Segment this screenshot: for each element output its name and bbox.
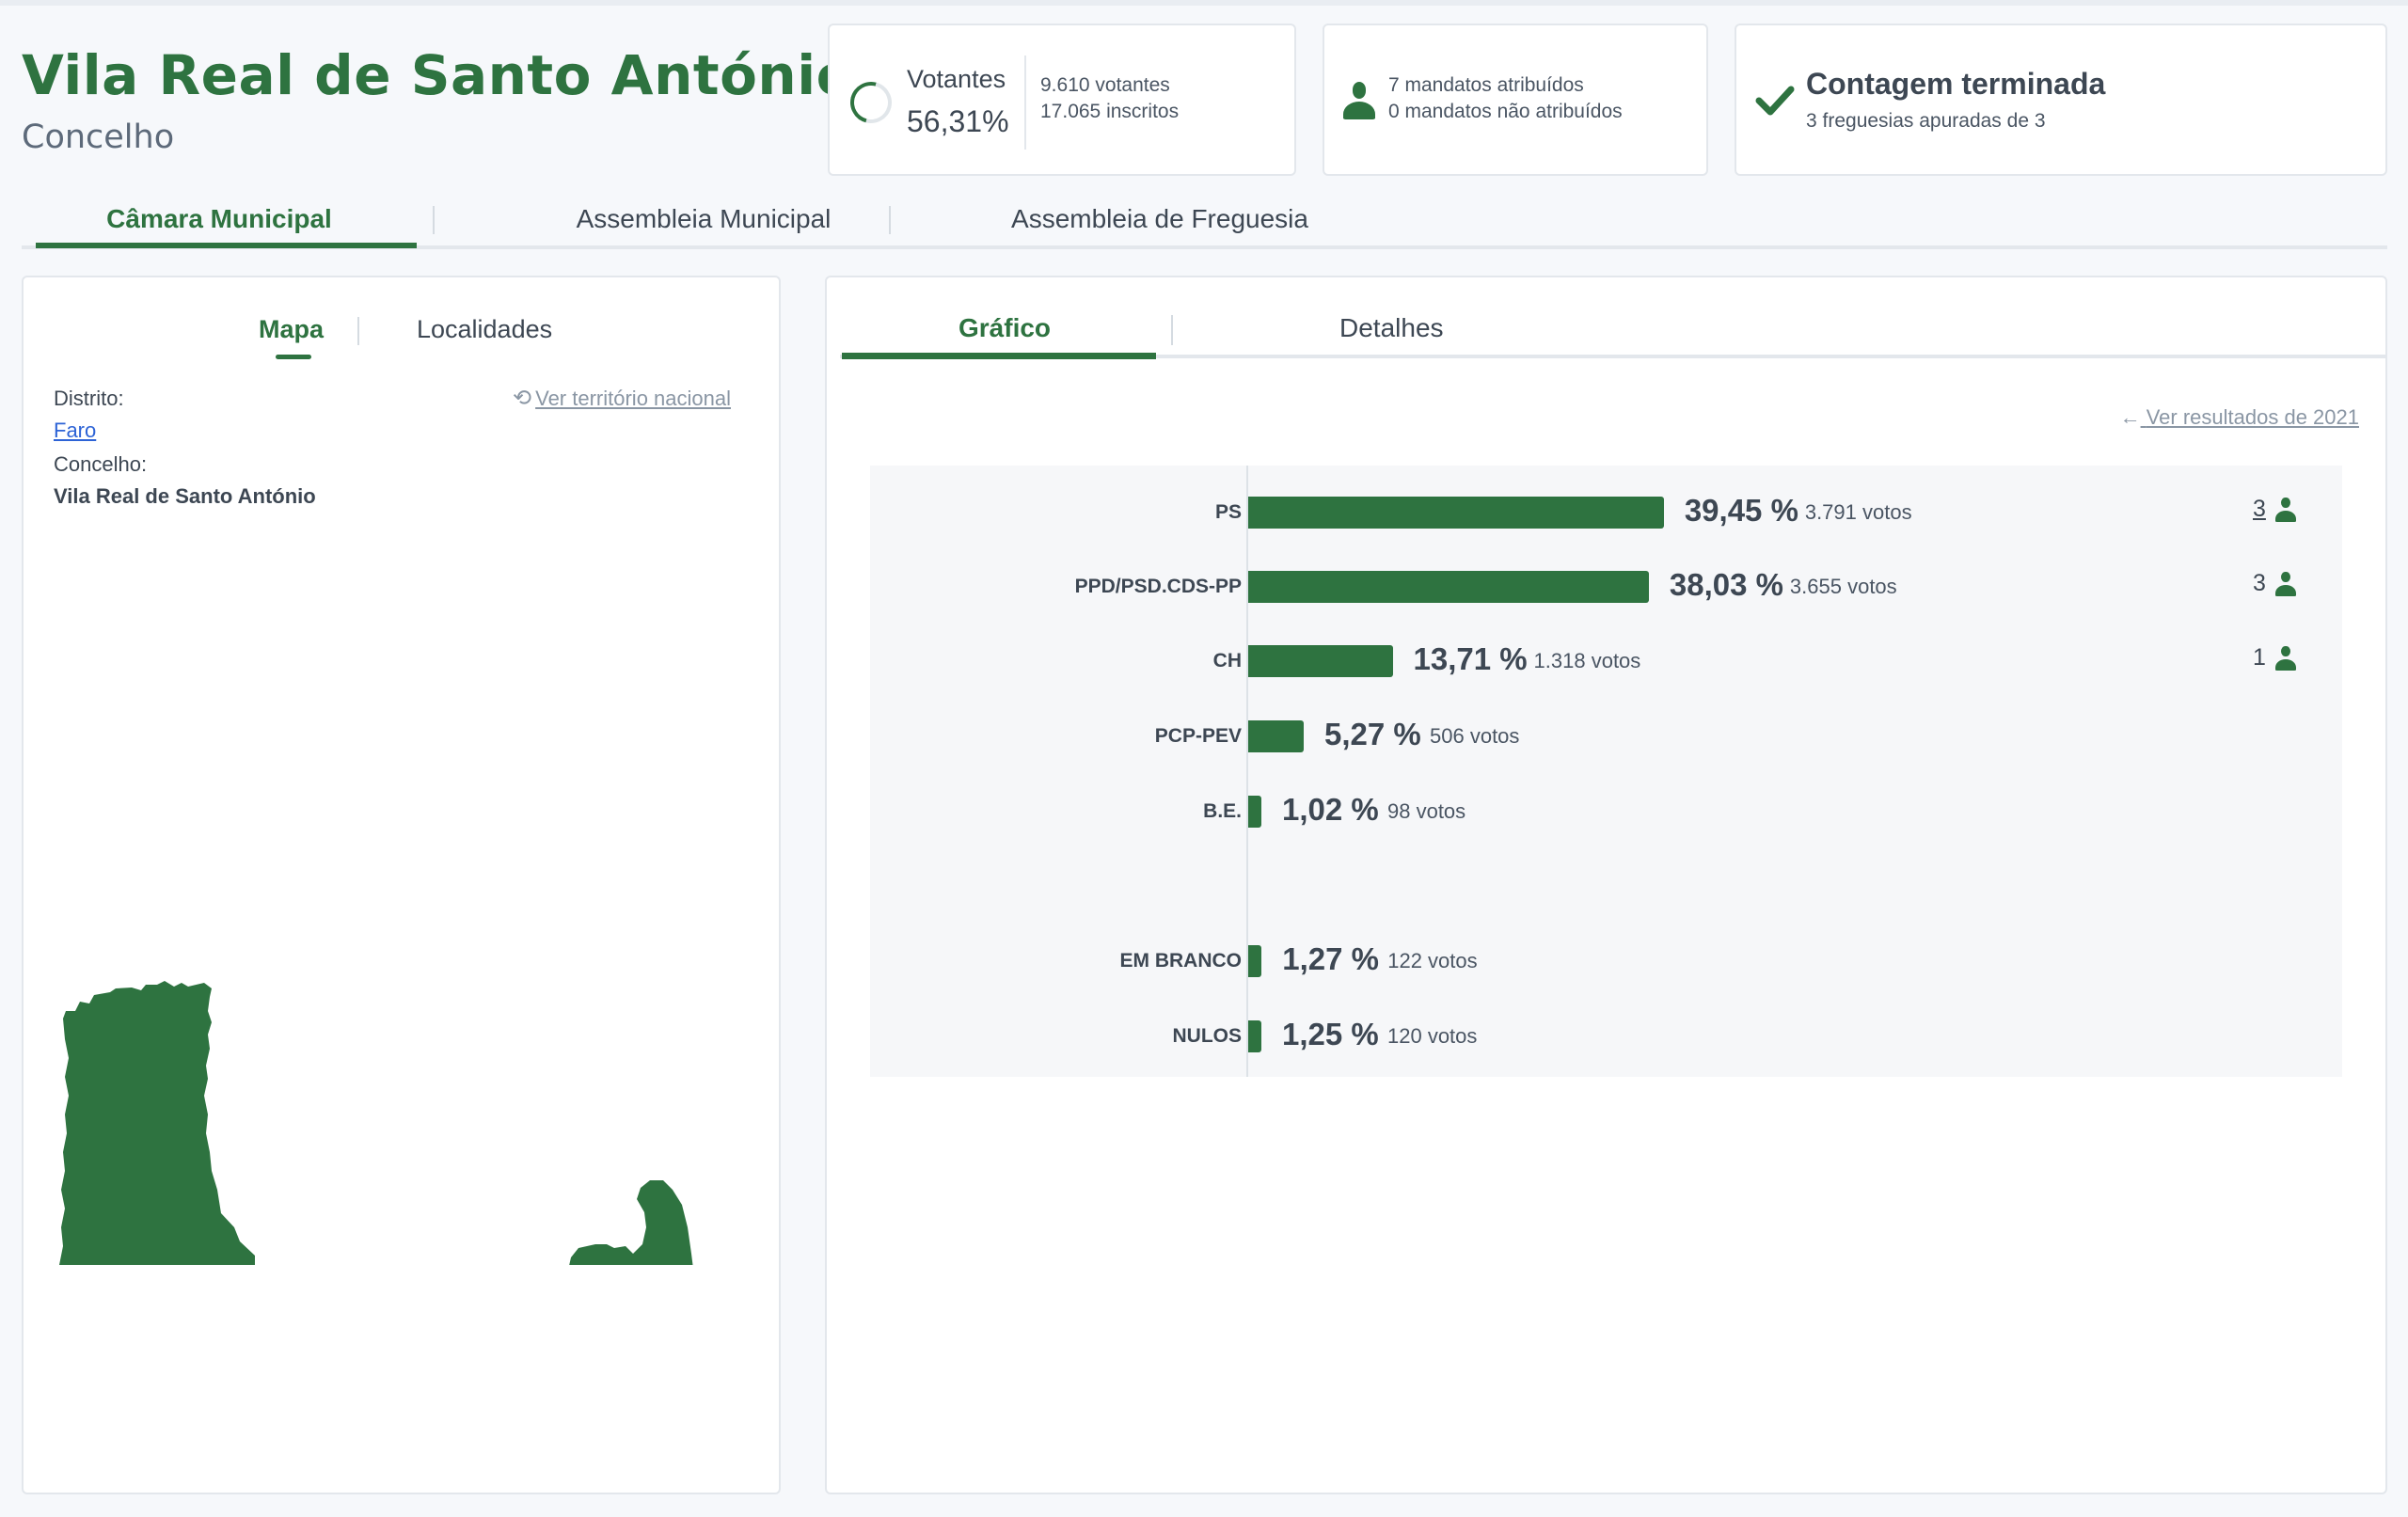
tab-grafico[interactable]: Gráfico [958, 313, 1052, 342]
bar[interactable] [1248, 497, 1664, 529]
bar[interactable] [1248, 796, 1261, 828]
tab-camara-municipal[interactable]: Câmara Municipal [106, 204, 332, 233]
bar-percent-label: 1,02 % [1282, 792, 1379, 827]
bar-percent-label: 1,25 % [1282, 1017, 1379, 1051]
concelho-label: Concelho: [54, 452, 148, 476]
person-icon [2275, 498, 2296, 522]
distrito-label: Distrito: [54, 387, 124, 410]
bar-votes-label: 122 votos [1387, 949, 1478, 972]
card-divider [1024, 55, 1026, 150]
mandates-number: 3 [2253, 570, 2266, 596]
registered-count: 17.065 inscritos [1040, 101, 1180, 122]
tab-assembleia-municipal[interactable]: Assembleia Municipal [576, 204, 832, 233]
bar-label: PCP-PEV [1154, 725, 1242, 747]
bar-percent-label: 38,03 % [1669, 567, 1784, 602]
bar-label: B.E. [1203, 800, 1242, 822]
bar[interactable] [1248, 720, 1305, 752]
mandates-count: 1 [2253, 644, 2296, 672]
mandates-card: 7 mandatos atribuídos 0 mandatos não atr… [1323, 24, 1708, 176]
tab-mapa[interactable]: Mapa [259, 315, 325, 343]
page-subtitle: Concelho [22, 119, 175, 156]
bar-percent-label: 13,71 % [1413, 641, 1528, 676]
municipality-map [57, 981, 753, 1265]
distrito-link[interactable]: Faro [54, 419, 97, 442]
turnout-label: Votantes [907, 65, 1006, 93]
chart-row: B.E. 1,02 % 98 votos [870, 792, 2342, 830]
chart-row: PCP-PEV 5,27 % 506 votos [870, 717, 2342, 755]
results-bar-chart: PS 39,45 % 3.791 votos 3 PPD/PSD.CDS-PP 38,03… [870, 466, 2342, 1077]
arrow-left-icon: ← [2119, 405, 2141, 429]
bar-percent-label: 5,27 % [1324, 717, 1421, 751]
bar-votes-label: 98 votos [1387, 799, 1466, 823]
chart-row: PS 39,45 % 3.791 votos 3 [870, 493, 2342, 531]
progress-ring-icon [842, 73, 900, 132]
bar-votes-label: 120 votos [1387, 1024, 1478, 1048]
mandates-number: 1 [2253, 644, 2266, 671]
main-tabs: Câmara Municipal Assembleia Municipal As… [22, 193, 2387, 249]
bar[interactable] [1248, 645, 1393, 677]
bar-label: PS [1214, 501, 1242, 523]
bar[interactable] [1248, 945, 1262, 977]
mandates-count: 3 [2253, 570, 2296, 597]
count-status: Contagem terminada [1806, 67, 2106, 101]
count-detail: 3 freguesias apuradas de 3 [1806, 110, 2046, 132]
chart-row: PPD/PSD.CDS-PP 38,03 % 3.655 votos 3 [870, 567, 2342, 606]
bar-votes-label: 3.791 votos [1804, 500, 1912, 524]
active-subtab-indicator [276, 355, 311, 359]
map-panel: Mapa Localidades ⟲ Ver território naciona… [22, 276, 781, 1494]
bar-label: CH [1212, 650, 1242, 672]
bar-votes-label: 1.318 votos [1533, 649, 1641, 672]
bar-votes-label: 3.655 votos [1789, 575, 1897, 598]
chart-axis [1246, 466, 1248, 1077]
mandates-unassigned: 0 mandatos não atribuídos [1388, 101, 1623, 122]
bar-percent-label: 1,27 % [1282, 941, 1379, 976]
check-icon [1755, 86, 1795, 116]
map-region-east-2[interactable] [567, 1180, 753, 1265]
top-border [0, 0, 2408, 6]
mandates-assigned: 7 mandatos atribuídos [1388, 74, 1584, 96]
concelho-value: Vila Real de Santo António [54, 484, 316, 508]
active-tab-indicator [36, 243, 417, 248]
voters-count: 9.610 votantes [1040, 74, 1170, 96]
person-icon [2275, 572, 2296, 596]
results-panel: Gráfico Detalhes ← Ver resultados de 202… [825, 276, 2387, 1494]
bar-votes-label: 506 votos [1430, 724, 1520, 748]
chart-row: EM BRANCO 1,27 % 122 votos [870, 941, 2342, 980]
bar[interactable] [1248, 571, 1649, 603]
active-subtab-indicator [842, 353, 1156, 359]
tab-detalhes[interactable]: Detalhes [1339, 313, 1444, 342]
map-region-west[interactable] [57, 981, 338, 1265]
person-icon [2275, 646, 2296, 671]
mandates-count[interactable]: 3 [2253, 496, 2296, 523]
bar-percent-label: 39,45 % [1684, 493, 1798, 528]
tab-localidades[interactable]: Localidades [417, 315, 553, 343]
bar-label: EM BRANCO [1119, 950, 1243, 972]
ver-resultados-2021-link[interactable]: ← Ver resultados de 2021 [2119, 405, 2359, 429]
bar-label: NULOS [1172, 1025, 1243, 1047]
person-icon [1343, 82, 1375, 119]
undo-icon: ⟲ [513, 386, 532, 411]
page-title: Vila Real de Santo António [22, 43, 854, 107]
count-card: Contagem terminada 3 freguesias apuradas… [1735, 24, 2387, 176]
mandates-number: 3 [2253, 496, 2266, 522]
chart-row: CH 13,71 % 1.318 votos 1 [870, 641, 2342, 680]
chart-row: NULOS 1,25 % 120 votos [870, 1017, 2342, 1055]
ver-territorio-nacional-link[interactable]: ⟲ Ver território nacional [513, 386, 731, 411]
bar-label: PPD/PSD.CDS-PP [1074, 576, 1242, 597]
bar[interactable] [1248, 1020, 1261, 1052]
turnout-percent: 56,31% [907, 104, 1009, 138]
turnout-card: Votantes 56,31% 9.610 votantes 17.065 in… [828, 24, 1296, 176]
tab-assembleia-freguesia[interactable]: Assembleia de Freguesia [1011, 204, 1308, 233]
